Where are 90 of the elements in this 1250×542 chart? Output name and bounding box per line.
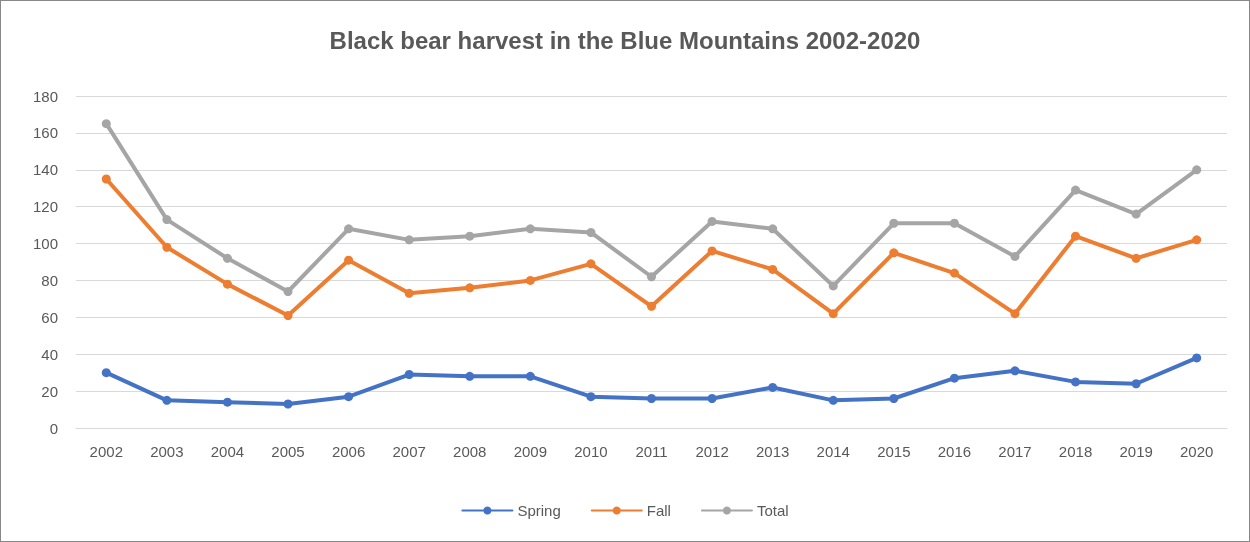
x-tick-label: 2006 (331, 443, 366, 460)
point (222, 397, 232, 407)
point (344, 255, 354, 265)
point (101, 174, 111, 184)
point (404, 288, 414, 298)
x-tick-label: 2015 (877, 443, 911, 460)
point (707, 393, 717, 403)
point (404, 235, 414, 245)
point (1071, 185, 1081, 195)
y-tick-label: 0 (49, 419, 58, 437)
point (889, 248, 899, 258)
x-tick-label: 2016 (937, 443, 972, 460)
y-tick-label: 60 (41, 308, 58, 326)
point (404, 370, 414, 380)
legend-label: Spring (517, 502, 561, 519)
point (344, 392, 354, 402)
point (828, 309, 838, 319)
point (222, 253, 232, 263)
point (222, 279, 232, 289)
point (344, 224, 354, 234)
point (1192, 235, 1202, 245)
chart-title: Black bear harvest in the Blue Mountains 2002-2020 (329, 26, 921, 54)
x-tick-label: 2018 (1058, 443, 1093, 460)
x-tick-label: 2019 (1119, 443, 1153, 460)
point (949, 218, 959, 228)
x-tick-label: 2020 (1180, 443, 1214, 460)
y-tick-label: 100 (32, 235, 58, 253)
point (1131, 379, 1141, 389)
point (465, 371, 475, 381)
point (162, 215, 172, 225)
legend-label: Fall (646, 502, 671, 519)
x-tick-label: 2017 (998, 443, 1032, 460)
point (1071, 231, 1081, 241)
point (586, 227, 596, 237)
point (828, 281, 838, 291)
point (768, 382, 778, 392)
x-tick-label: 2011 (635, 443, 668, 460)
point (828, 395, 838, 405)
x-tick-label: 2010 (574, 443, 608, 460)
point (1131, 209, 1141, 219)
point (525, 224, 535, 234)
point (1071, 377, 1081, 387)
point (1192, 165, 1202, 175)
point (1131, 253, 1141, 263)
x-tick-label: 2002 (89, 443, 123, 460)
point (949, 268, 959, 278)
point (889, 218, 899, 228)
point (889, 393, 899, 403)
point (949, 373, 959, 383)
point (101, 119, 111, 129)
point (586, 259, 596, 269)
point (768, 224, 778, 234)
point (1192, 353, 1202, 363)
point (162, 242, 172, 252)
y-tick-label: 40 (41, 345, 58, 363)
point (768, 264, 778, 274)
point (707, 216, 717, 226)
x-tick-label: 2012 (695, 443, 729, 460)
point (1010, 309, 1020, 319)
point (162, 395, 172, 405)
y-tick-label: 80 (41, 271, 58, 289)
legend-label: Total (756, 502, 789, 519)
point (586, 392, 596, 402)
point (1010, 366, 1020, 376)
x-tick-label: 2007 (392, 443, 426, 460)
y-tick-label: 140 (32, 161, 58, 179)
point (465, 283, 475, 293)
y-tick-label: 20 (41, 382, 58, 400)
point (707, 246, 717, 256)
point (1010, 251, 1020, 261)
point (283, 399, 293, 409)
point (525, 275, 535, 285)
point (283, 310, 293, 320)
point (283, 287, 293, 297)
point (101, 368, 111, 378)
x-tick-label: 2014 (816, 443, 850, 460)
point (465, 231, 475, 241)
x-tick-label: 2003 (150, 443, 184, 460)
x-tick-label: 2008 (453, 443, 487, 460)
point (647, 272, 656, 282)
point (525, 371, 535, 381)
x-tick-label: 2013 (755, 443, 790, 460)
y-tick-label: 120 (32, 198, 58, 216)
point (647, 301, 656, 311)
y-tick-label: 180 (32, 87, 58, 105)
x-tick-label: 2005 (271, 443, 305, 460)
x-tick-label: 2009 (513, 443, 548, 460)
point (647, 393, 656, 403)
x-tick-label: 2004 (210, 443, 245, 460)
y-tick-label: 160 (32, 124, 58, 142)
